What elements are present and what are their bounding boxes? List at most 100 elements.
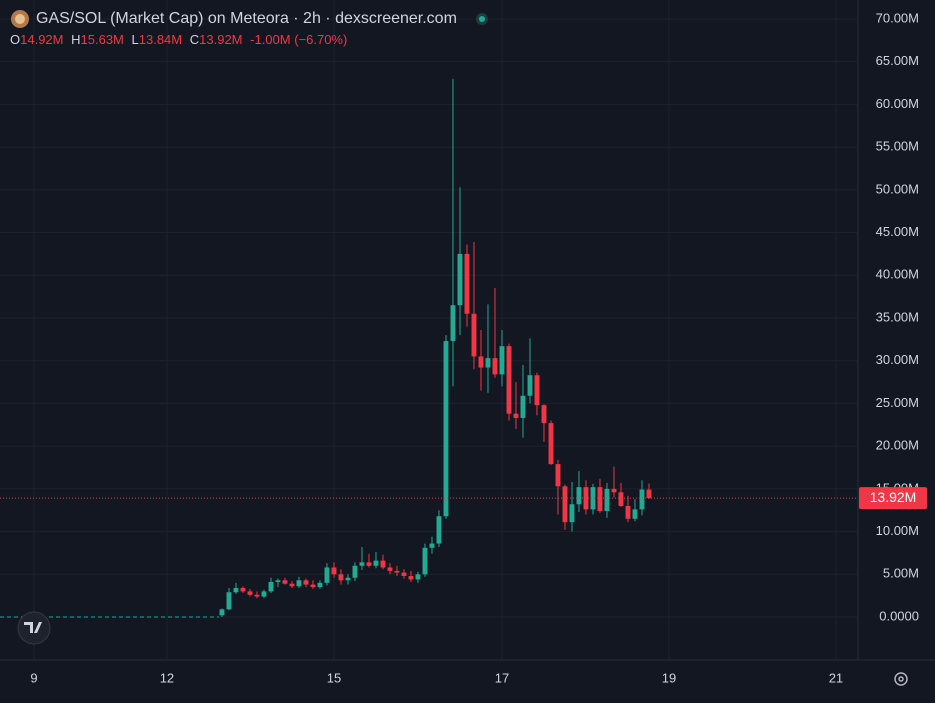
candle-body: [436, 516, 442, 544]
ohlc-value: 13.92M: [199, 32, 243, 47]
ohlc-label: C: [189, 32, 200, 47]
y-tick-label: 65.00M: [876, 53, 919, 68]
candle-body: [331, 567, 337, 575]
candle-body: [506, 346, 512, 414]
y-tick-label: 55.00M: [876, 139, 919, 154]
candle-body: [233, 587, 239, 593]
candle-body: [226, 592, 232, 610]
candle-body: [520, 395, 526, 418]
y-tick-label: 45.00M: [876, 224, 919, 239]
candle-body: [415, 574, 421, 580]
y-tick-label: 5.00M: [883, 566, 919, 581]
x-tick-label: 9: [30, 670, 37, 685]
candle-body: [513, 413, 519, 418]
candle-body: [429, 543, 435, 548]
candle-body: [576, 487, 582, 505]
ohlc-value: 14.92M: [20, 32, 64, 47]
candle-body: [548, 423, 554, 465]
candle-body: [366, 562, 372, 566]
candle-body: [394, 570, 400, 573]
candle-body: [345, 577, 351, 581]
tradingview-logo[interactable]: [17, 611, 51, 645]
candle-body: [359, 562, 365, 566]
y-tick-label: 70.00M: [876, 10, 919, 25]
candle-body: [317, 582, 323, 588]
y-tick-label: 60.00M: [876, 96, 919, 111]
y-tick-label: 40.00M: [876, 267, 919, 282]
ohlc-row: O14.92M H15.63M L13.84M C13.92M -1.00M (…: [10, 32, 489, 47]
x-tick-label: 15: [327, 670, 341, 685]
header: GAS/SOL (Market Cap) on Meteora · 2h · d…: [10, 7, 489, 47]
y-tick-label: 50.00M: [876, 181, 919, 196]
candle-body: [261, 591, 267, 597]
x-tick-label: 19: [662, 670, 676, 685]
candle-body: [639, 489, 645, 510]
candle-body: [247, 591, 253, 595]
candle-body: [499, 346, 505, 375]
candle-body: [387, 567, 393, 571]
y-tick-label: 0.0000: [879, 608, 919, 623]
candle-body: [289, 583, 295, 587]
candle-body: [485, 358, 491, 368]
candle-body: [373, 560, 379, 566]
candle-body: [632, 509, 638, 519]
ohlc-label: H: [71, 32, 81, 47]
price-tag: [859, 487, 927, 510]
candle-body: [268, 581, 274, 592]
price-tag-label: 13.92M: [870, 489, 917, 505]
candle-body: [562, 486, 568, 523]
candle-body: [611, 488, 617, 493]
candle-body: [240, 587, 246, 592]
candle-body: [324, 567, 330, 583]
title-row: GAS/SOL (Market Cap) on Meteora · 2h · d…: [10, 7, 489, 31]
candle-body: [275, 580, 281, 582]
ohlc-value: 13.84M: [138, 32, 183, 47]
chart-title: GAS/SOL (Market Cap) on Meteora · 2h · d…: [36, 10, 457, 27]
token-logo: [11, 10, 29, 28]
y-tick-label: 25.00M: [876, 395, 919, 410]
candle-body: [338, 574, 344, 581]
x-tick-label: 17: [495, 670, 509, 685]
candle-body: [450, 305, 456, 342]
candle-body: [569, 504, 575, 523]
y-tick-label: 10.00M: [876, 523, 919, 538]
candle-body: [625, 505, 631, 519]
candle-body: [492, 358, 498, 375]
candle-body: [471, 313, 477, 357]
candle-body: [219, 609, 225, 616]
y-tick-label: 30.00M: [876, 352, 919, 367]
settings-icon[interactable]: [894, 672, 908, 686]
candle-body: [380, 560, 386, 568]
candle-body: [464, 253, 470, 314]
x-tick-label: 21: [829, 670, 843, 685]
candle-body: [296, 580, 302, 587]
candle-body: [604, 488, 610, 512]
candle-body: [254, 594, 260, 597]
candle-body: [541, 405, 547, 424]
candle-body: [422, 547, 428, 575]
candle-body: [478, 356, 484, 368]
candle-body: [534, 375, 540, 406]
ohlc-label: L: [131, 32, 139, 47]
candle-body: [597, 487, 603, 512]
candle-body: [352, 565, 358, 578]
candle-body: [443, 341, 449, 517]
candle-body: [457, 253, 463, 306]
candle-body: [646, 489, 652, 499]
candle-body: [408, 576, 414, 580]
candle-body: [401, 572, 407, 577]
ohlc-value: 15.63M: [80, 32, 124, 47]
ohlc-change: -1.00M (−6.70%): [250, 32, 348, 47]
ohlc-label: O: [10, 32, 21, 47]
candle-body: [303, 580, 309, 585]
x-tick-label: 12: [160, 670, 174, 685]
candle-body: [282, 580, 288, 584]
live-indicator: [475, 13, 488, 25]
y-tick-label: 35.00M: [876, 309, 919, 324]
candle-body: [527, 375, 533, 396]
candle-body: [618, 492, 624, 506]
y-tick-label: 20.00M: [876, 438, 919, 453]
candle-body: [310, 584, 316, 588]
